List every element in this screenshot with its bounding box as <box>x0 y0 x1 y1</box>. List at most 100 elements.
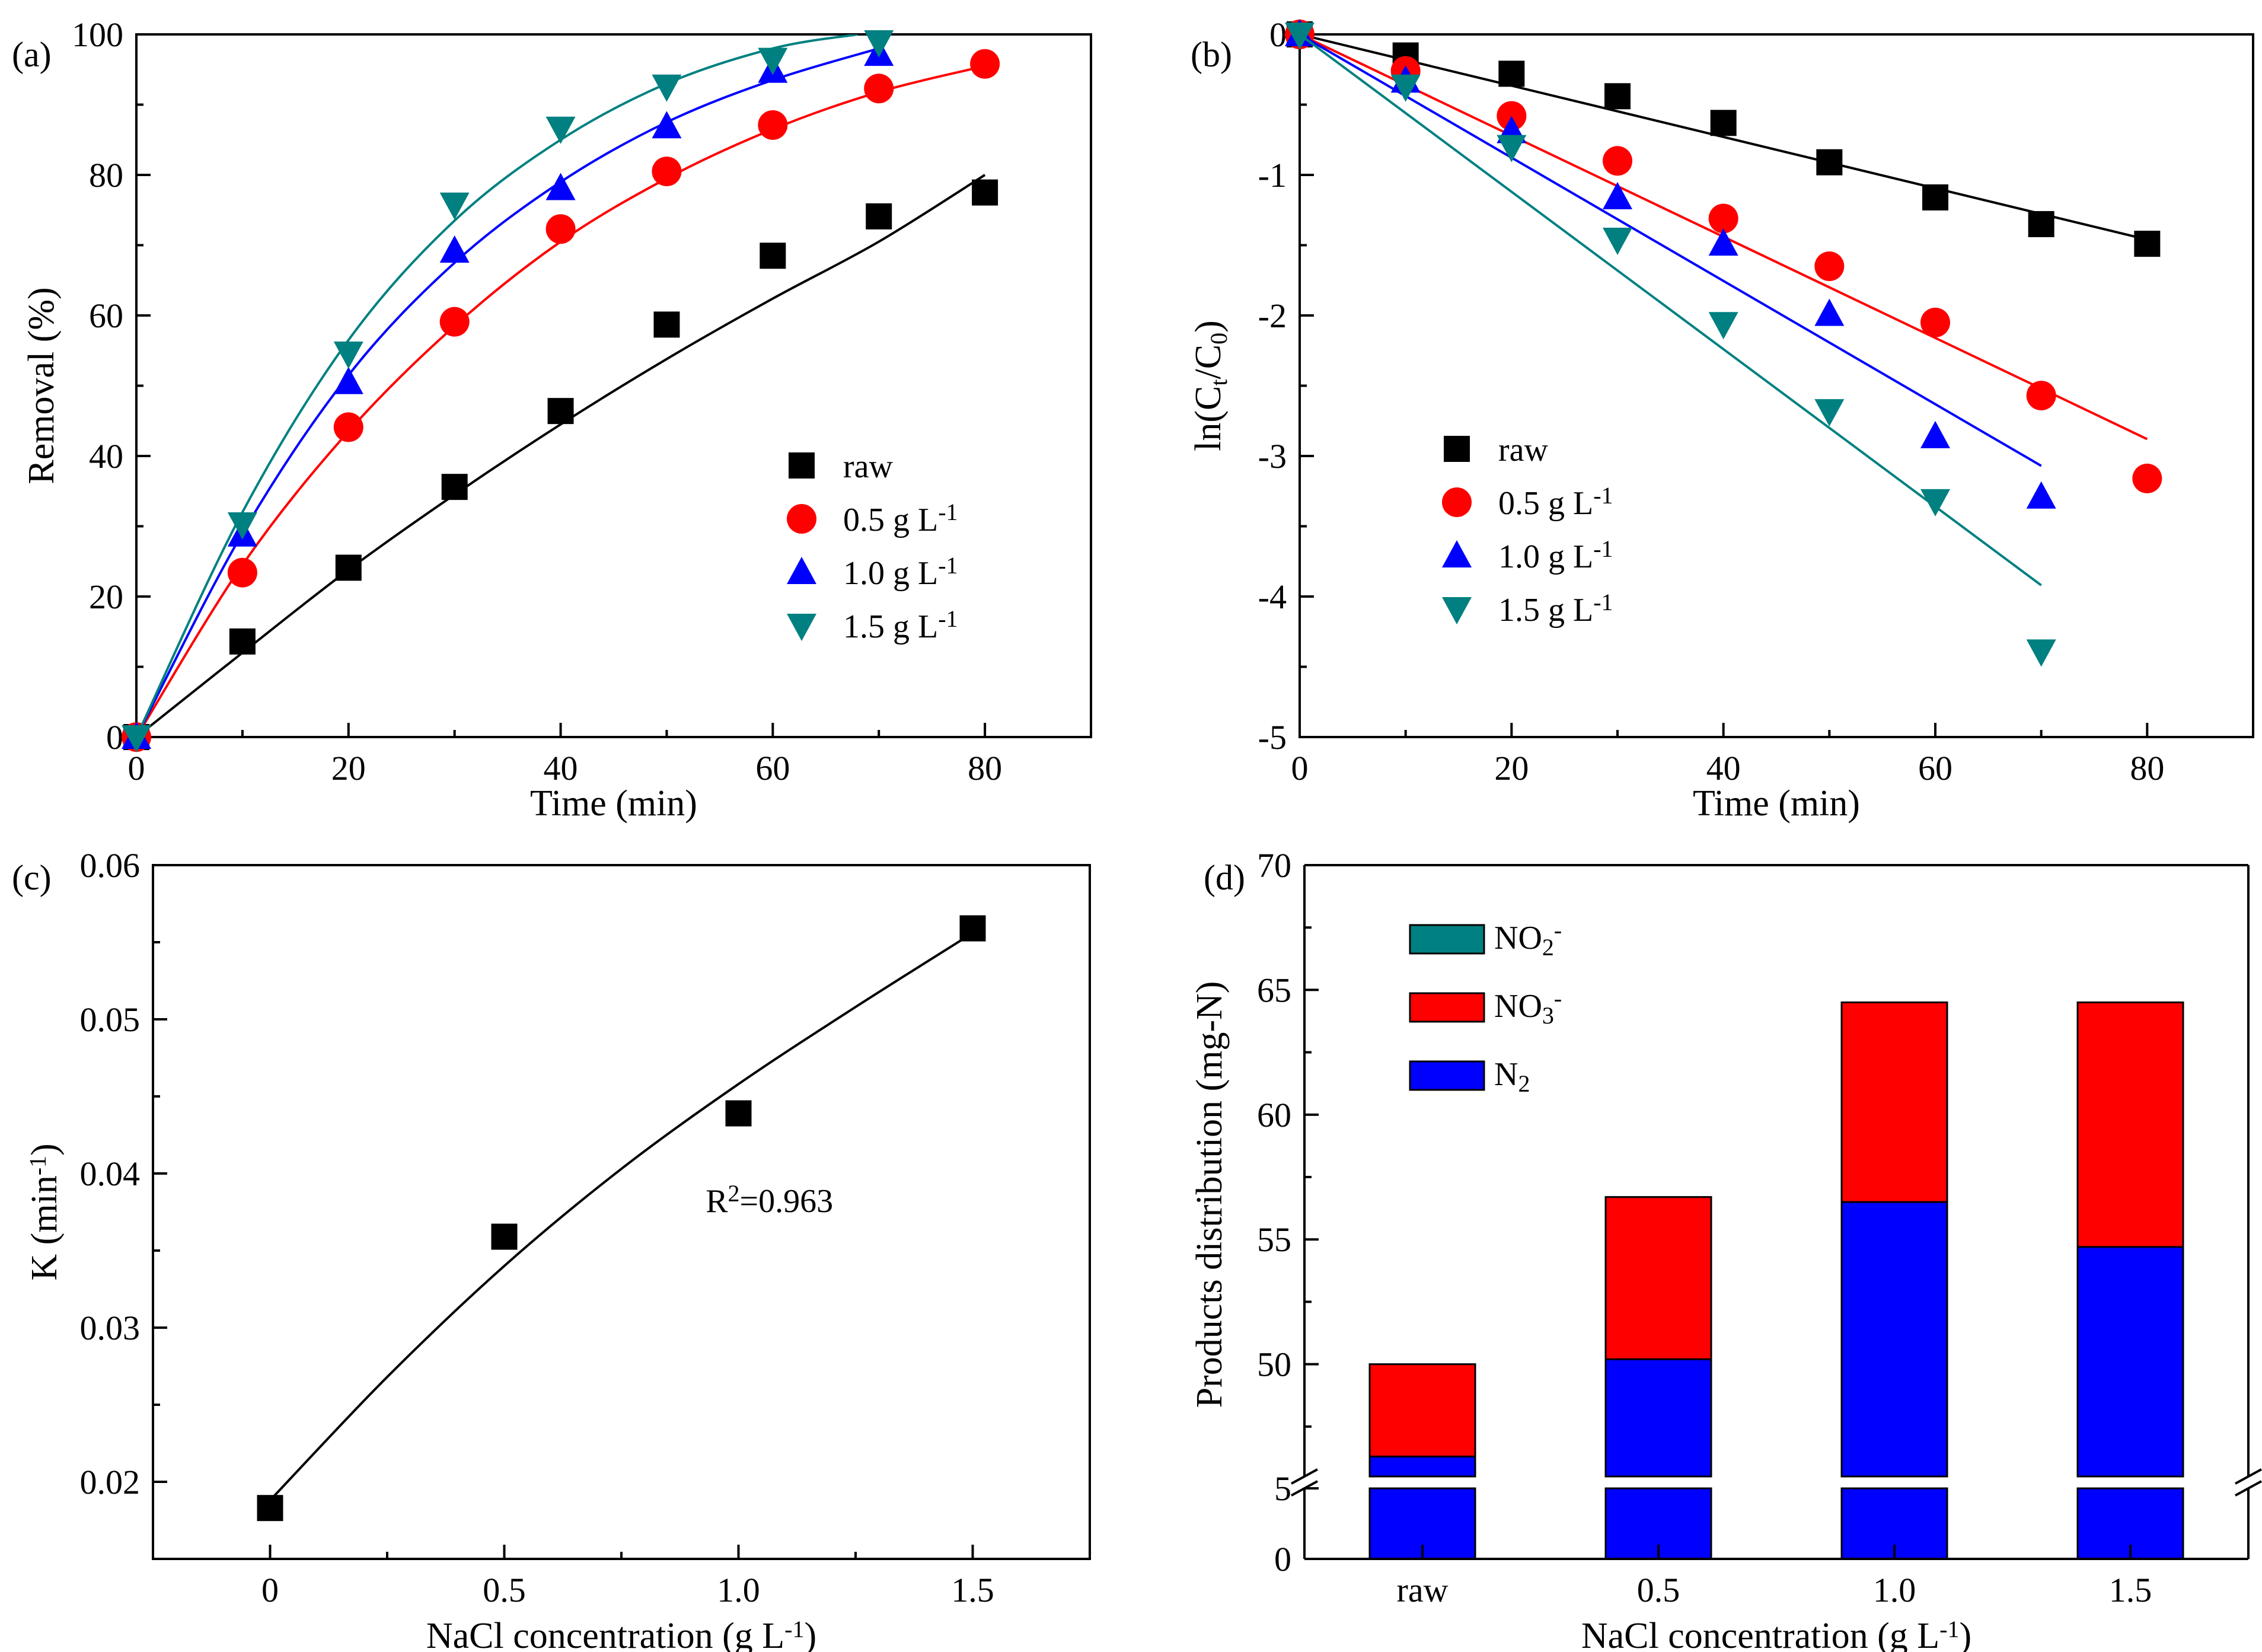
y-tick-label: 40 <box>89 437 123 476</box>
bar-segment-no <box>1604 1196 1712 1360</box>
series-1 <box>122 49 1000 752</box>
x-axis-label-part-1: -1 <box>784 1616 804 1643</box>
y-tick-label: 55 <box>1257 1220 1291 1259</box>
y-axis-label-part-1: -1 <box>24 1156 51 1175</box>
x-axis-label-part-1: -1 <box>1939 1616 1959 1643</box>
y-tick-label: 80 <box>89 156 123 194</box>
data-point <box>2028 211 2054 237</box>
legend-label-part-1: -1 <box>938 499 958 525</box>
legend-label-part-0: 0.5 g L <box>1498 485 1593 522</box>
r-squared-annotation-part-0: R <box>706 1183 728 1220</box>
x-tick-label: 20 <box>331 749 366 787</box>
x-tick-label: 80 <box>968 749 1002 787</box>
y-axis-label-part-1: t <box>1205 379 1232 385</box>
series-0 <box>257 915 986 1522</box>
legend-label: 0.5 g L-1 <box>843 499 958 538</box>
y-tick-label: 0 <box>106 718 123 757</box>
break-mark <box>1291 1468 1318 1485</box>
data-point <box>441 474 468 500</box>
data-point <box>545 214 576 244</box>
data-point <box>1708 312 1738 340</box>
bar-group <box>2076 1001 2184 1560</box>
x-tick-label: raw <box>1397 1571 1449 1609</box>
fit-line <box>1300 34 2042 467</box>
legend-marker <box>1442 597 1472 624</box>
y-tick-label: 60 <box>1257 1096 1291 1134</box>
data-point <box>652 74 682 102</box>
y-axis-label-part-2: ) <box>24 1143 65 1156</box>
y-tick-label: 0.03 <box>80 1309 141 1347</box>
data-point <box>1497 101 1527 131</box>
data-point <box>2026 639 2056 667</box>
bar-group <box>1604 1196 1712 1560</box>
data-point <box>1603 146 1632 176</box>
x-axis-label: Time (min) <box>530 783 697 824</box>
y-tick-label: 20 <box>89 578 123 616</box>
bar-group <box>1368 1363 1476 1560</box>
legend-label: 1.0 g L-1 <box>1498 535 1613 575</box>
break-mark <box>2235 1480 2262 1497</box>
y-tick-label: -1 <box>1258 156 1287 194</box>
legend-label: 1.5 g L-1 <box>843 605 958 645</box>
legend-marker <box>1442 540 1472 567</box>
series-3 <box>1285 23 2056 667</box>
data-point <box>545 173 576 200</box>
data-point <box>1603 228 1632 256</box>
data-point <box>1285 23 1315 50</box>
series-3 <box>122 30 894 752</box>
x-tick-label: 1.5 <box>2109 1571 2152 1609</box>
legend-label-part-1: 3 <box>1542 1002 1554 1029</box>
x-axis-label: Time (min) <box>1693 783 1860 824</box>
legend-item: 1.0 g L-1 <box>1442 535 1613 575</box>
data-point <box>547 398 574 425</box>
legend-marker <box>787 557 816 584</box>
data-point <box>439 307 470 337</box>
bar-segment-n <box>2076 1246 2184 1478</box>
x-axis-label-part-0: NaCl concentration (g L <box>1581 1616 1939 1652</box>
data-point <box>866 203 892 229</box>
legend-item: 1.5 g L-1 <box>1442 589 1613 629</box>
y-tick-label: 50 <box>1257 1345 1291 1384</box>
fit-line <box>136 174 986 737</box>
bar-segment-n <box>1840 1487 1948 1560</box>
legend-item: 0.5 g L-1 <box>787 499 958 538</box>
data-point <box>970 49 1000 79</box>
bar-segment-n <box>1840 1201 1948 1478</box>
bar-segment-n <box>1368 1455 1476 1478</box>
y-tick-label: -4 <box>1258 578 1287 616</box>
data-point <box>864 30 894 58</box>
y-tick-label: 100 <box>72 15 123 54</box>
panel-label: (b) <box>1191 35 1232 74</box>
legend-label-part-0: 0.5 g L <box>843 502 938 538</box>
data-point <box>1814 399 1845 427</box>
bar-segment-no <box>1840 1001 1948 1203</box>
data-point <box>1920 307 1950 337</box>
data-point <box>972 179 998 206</box>
legend-marker <box>787 504 816 534</box>
x-axis-label-part-2: ) <box>1959 1616 1971 1652</box>
data-point <box>2134 231 2161 257</box>
legend-item: 1.0 g L-1 <box>787 552 958 592</box>
legend-label-part-0: 1.5 g L <box>1498 592 1593 629</box>
x-axis-label-part-2: ) <box>804 1616 816 1652</box>
data-point <box>2132 463 2162 493</box>
legend-label-part-1: -1 <box>1593 535 1613 562</box>
legend-label-part-0: 1.0 g L <box>843 555 938 592</box>
legend-item: NO2- <box>1409 917 1562 961</box>
legend-marker <box>789 452 815 479</box>
data-point <box>652 157 682 187</box>
legend-label-part-1: -1 <box>938 552 958 579</box>
data-point <box>229 628 256 655</box>
data-point <box>864 74 894 104</box>
x-tick-label: 0 <box>128 749 145 787</box>
data-point <box>1603 181 1632 209</box>
bar-segment-no <box>2076 1001 2184 1248</box>
x-axis-label: NaCl concentration (g L-1) <box>426 1616 816 1652</box>
y-tick-label: -3 <box>1258 437 1287 476</box>
legend-item: raw <box>1444 432 1549 468</box>
y-axis-label: Products distribution (mg-N) <box>1189 981 1230 1408</box>
panel-d: (d) raw 0.5 1.0 1.5 50 55 60 65 70 0 5 NaCl concentr… <box>1189 846 2262 1652</box>
legend-marker <box>787 614 816 641</box>
fit-line <box>1300 34 2042 586</box>
data-point <box>1816 149 1843 176</box>
